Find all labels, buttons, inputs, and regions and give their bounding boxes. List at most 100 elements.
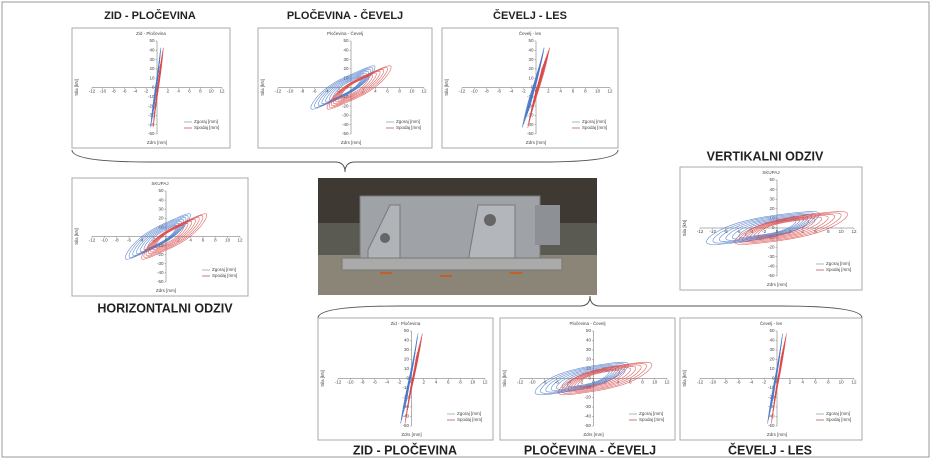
- panel-heading: ČEVELJ - LES: [493, 9, 567, 22]
- x-tick-label: 10: [652, 380, 658, 385]
- legend-label: Zgoraj [mm]: [826, 261, 850, 266]
- x-tick-label: 12: [664, 380, 670, 385]
- x-tick-label: -4: [509, 89, 513, 94]
- x-tick-label: 10: [409, 89, 415, 94]
- legend-label: Zgoraj [mm]: [826, 411, 850, 416]
- y-tick-label: -50: [527, 131, 534, 136]
- x-tick-label: 12: [851, 229, 857, 234]
- y-tick-label: -40: [768, 264, 775, 269]
- chart-title: Pločevina - Čevelj: [327, 30, 363, 36]
- x-tick-label: -8: [485, 89, 489, 94]
- legend-label: Zgoraj [mm]: [457, 411, 481, 416]
- y-tick-label: 30: [769, 347, 775, 352]
- x-axis-label: Zdrs [mm]: [767, 282, 787, 287]
- x-tick-label: -10: [710, 380, 717, 385]
- x-tick-label: -6: [736, 380, 740, 385]
- y-tick-label: 20: [343, 66, 349, 71]
- x-tick-label: 12: [851, 380, 857, 385]
- y-tick-label: 40: [158, 197, 164, 202]
- x-tick-label: -8: [112, 89, 116, 94]
- y-tick-label: 30: [149, 57, 155, 62]
- panel-heading: ZID - PLOČEVINA: [353, 442, 457, 457]
- y-tick-label: 40: [149, 47, 155, 52]
- x-tick-label: -8: [724, 380, 728, 385]
- chart-title: Pločevina - Čevelj: [569, 320, 605, 326]
- x-tick-label: -12: [517, 380, 524, 385]
- x-tick-label: 10: [225, 238, 231, 243]
- x-axis-label: Zdrs [mm]: [341, 140, 361, 145]
- x-axis-label: Zdrs [mm]: [526, 140, 546, 145]
- legend-label: Zgoraj [mm]: [582, 119, 606, 124]
- mini-chart: Čevelj - les-12-10-8-6-4-2024681012-50-4…: [680, 318, 862, 440]
- x-tick-label: -6: [373, 380, 377, 385]
- x-tick-label: 12: [421, 89, 427, 94]
- x-tick-label: -2: [522, 89, 526, 94]
- y-axis-label: Sila [kN]: [260, 79, 265, 96]
- x-tick-label: -12: [89, 238, 96, 243]
- legend-label: Zgoraj [mm]: [639, 411, 663, 416]
- chart-title: Čevelj - les: [760, 320, 783, 326]
- x-tick-label: 12: [607, 89, 613, 94]
- legend-label: Zgoraj [mm]: [396, 119, 420, 124]
- x-tick-label: -4: [133, 89, 137, 94]
- y-tick-label: 20: [769, 357, 775, 362]
- y-axis-label: Sila [kN]: [444, 79, 449, 96]
- x-tick-label: -10: [710, 229, 717, 234]
- x-tick-label: -2: [762, 380, 766, 385]
- x-tick-label: -6: [122, 89, 126, 94]
- y-tick-label: 50: [586, 328, 592, 333]
- y-tick-label: -30: [584, 404, 591, 409]
- y-tick-label: 50: [343, 38, 349, 43]
- y-tick-label: 30: [343, 57, 349, 62]
- x-tick-label: -10: [287, 89, 294, 94]
- x-tick-label: 10: [839, 380, 845, 385]
- x-tick-label: -10: [471, 89, 478, 94]
- panel-heading: ZID - PLOČEVINA: [104, 9, 196, 22]
- x-tick-label: -8: [300, 89, 304, 94]
- x-tick-label: -10: [101, 238, 108, 243]
- y-axis-label: Sila [kN]: [320, 370, 325, 387]
- mini-chart: SKUPAJ-12-10-8-6-4-2024681012-50-40-30-2…: [680, 167, 862, 290]
- y-tick-label: 20: [158, 215, 164, 220]
- y-tick-label: 50: [769, 328, 775, 333]
- panel-heading: HORIZONTALNI ODZIV: [97, 301, 233, 315]
- x-tick-label: 10: [839, 229, 845, 234]
- panel-heading: VERTIKALNI ODZIV: [707, 149, 824, 163]
- mini-chart: SKUPAJ-12-10-8-6-4-2024681012-50-40-30-2…: [72, 178, 248, 296]
- x-tick-label: -12: [275, 89, 282, 94]
- x-axis-label: Zdrs [mm]: [583, 432, 603, 437]
- y-tick-label: 30: [528, 57, 534, 62]
- y-tick-label: -30: [768, 254, 775, 259]
- x-axis-label: Zdrs [mm]: [147, 140, 167, 145]
- x-tick-label: -4: [385, 380, 389, 385]
- y-tick-label: 20: [149, 66, 155, 71]
- x-axis-label: Zdrs [mm]: [767, 432, 787, 437]
- y-tick-label: -20: [584, 395, 591, 400]
- photo: [318, 178, 597, 295]
- panel-heading: PLOČEVINA - ČEVELJ: [287, 9, 403, 22]
- x-tick-label: -6: [312, 89, 316, 94]
- legend-label: Spodaj [mm]: [582, 125, 607, 130]
- y-tick-label: 50: [528, 38, 534, 43]
- y-tick-label: -50: [768, 423, 775, 428]
- x-tick-label: 10: [209, 89, 215, 94]
- legend-label: Spodaj [mm]: [194, 125, 219, 130]
- y-tick-label: -50: [148, 131, 155, 136]
- legend-label: Spodaj [mm]: [457, 417, 482, 422]
- y-tick-label: 40: [769, 187, 775, 192]
- y-tick-label: 20: [586, 357, 592, 362]
- y-tick-label: -40: [342, 122, 349, 127]
- x-axis-label: Zdrs [mm]: [156, 288, 176, 293]
- y-tick-label: 50: [404, 328, 410, 333]
- legend-label: Spodaj [mm]: [639, 417, 664, 422]
- x-tick-label: 10: [595, 89, 601, 94]
- y-tick-label: 40: [528, 47, 534, 52]
- x-tick-label: -10: [100, 89, 107, 94]
- x-tick-label: -12: [697, 380, 704, 385]
- legend-label: Zgoraj [mm]: [212, 267, 236, 272]
- y-tick-label: 10: [149, 75, 155, 80]
- y-tick-label: 10: [528, 75, 534, 80]
- y-tick-label: 50: [769, 177, 775, 182]
- x-tick-label: -10: [347, 380, 354, 385]
